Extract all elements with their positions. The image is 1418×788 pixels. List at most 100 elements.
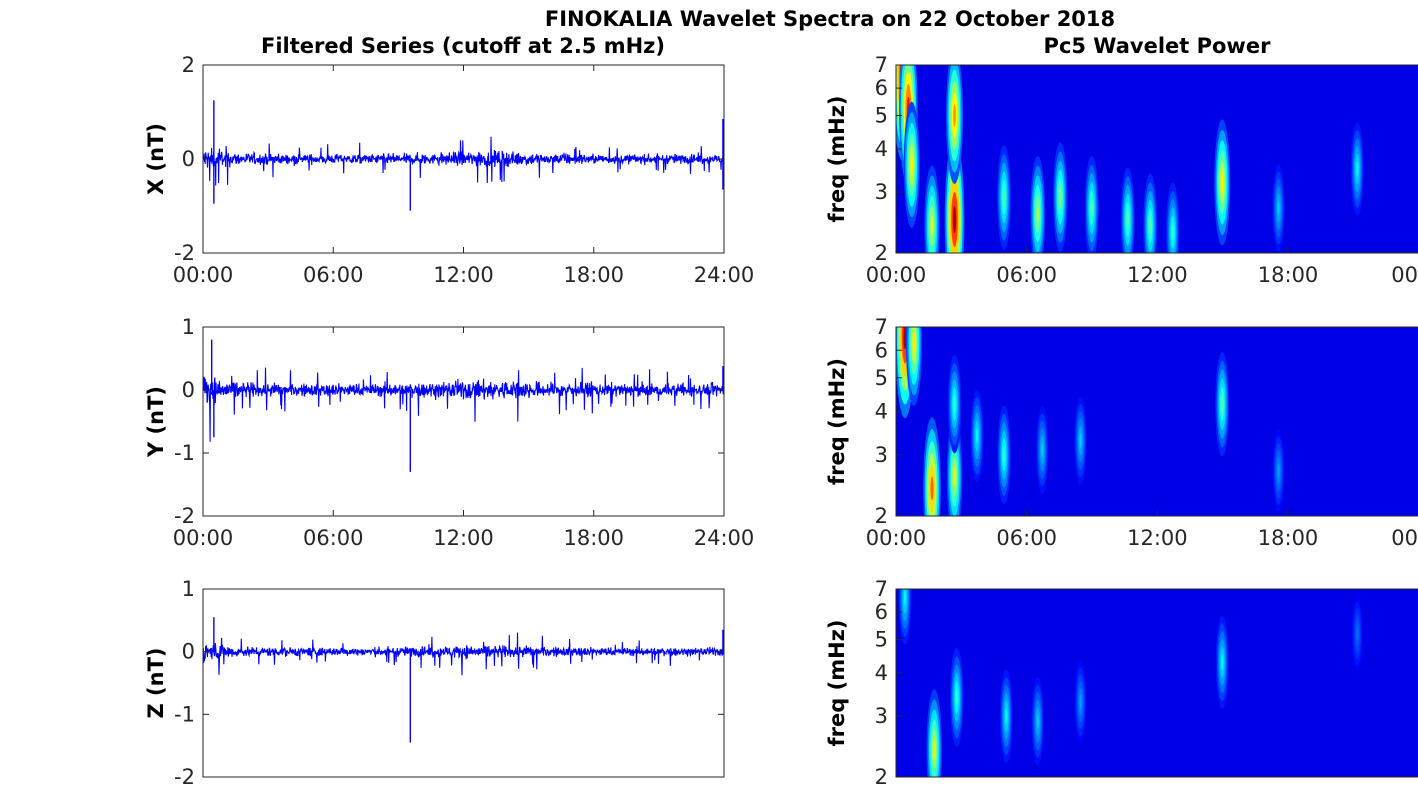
power-burst: [1035, 406, 1049, 494]
power-contour: [1002, 446, 1006, 464]
plot-area: [203, 327, 724, 516]
power-contour: [1002, 188, 1006, 206]
power-contour: [903, 327, 907, 350]
x-tick-label: 24:00: [694, 526, 755, 550]
y-tick-label: 0: [182, 640, 195, 664]
power-burst: [949, 648, 964, 747]
power-burst: [1272, 164, 1285, 252]
x-tick-label: 00: [1391, 526, 1418, 550]
power-burst: [970, 389, 984, 483]
power-burst: [1052, 142, 1068, 253]
power-contour: [1171, 223, 1174, 241]
y-axis-label: freq (mHz): [825, 96, 849, 223]
x-tick-label: 24:00: [694, 263, 755, 287]
power-contour: [953, 104, 956, 127]
x-tick-label: 00:00: [173, 263, 234, 287]
x-tick-label: 12:00: [433, 526, 494, 550]
power-burst: [906, 327, 922, 406]
power-contour: [955, 689, 958, 706]
y-axis-label: Z (nT): [144, 647, 168, 718]
x-tick-label: 18:00: [563, 526, 624, 550]
signal-series-line: [202, 632, 725, 676]
x-tick-label: 18:00: [563, 263, 624, 287]
power-contour: [1149, 216, 1152, 235]
y-tick-label: 2: [875, 504, 888, 528]
power-contour: [1079, 433, 1082, 448]
power-contour: [1277, 200, 1280, 216]
y-tick-label: -2: [174, 504, 195, 528]
x-tick-label: 00:00: [866, 526, 927, 550]
x-tick-label: 12:00: [1127, 526, 1188, 550]
axes-box: [202, 588, 725, 778]
power-burst: [926, 689, 943, 777]
power-contour: [1041, 442, 1044, 458]
power-burst: [1084, 155, 1099, 253]
y-tick-label: 6: [875, 338, 888, 362]
power-burst: [1165, 182, 1180, 253]
heatmap-panel-3: 2 3 4 5 67 freq (mHz): [825, 577, 1418, 788]
power-contour: [953, 466, 956, 487]
power-contour: [1356, 627, 1359, 641]
y-tick-label: 3: [875, 180, 888, 204]
y-axis-label: Y (nT): [144, 386, 168, 458]
power-contour: [1036, 204, 1039, 224]
line-panel-1: -2 0 2 00:00 06:00 12:00 18:00 24:00 X (nT): [144, 53, 754, 287]
y-tick-label: 4: [875, 661, 888, 685]
power-contour: [932, 739, 936, 760]
power-contour: [1126, 210, 1129, 229]
line-panel-2: -2 -1 0 1 00:00 06:00 12:00 18:00 24:00 Y (nT): [144, 315, 754, 550]
y-tick-label: 1: [182, 315, 195, 339]
power-burst: [924, 165, 940, 253]
power-contour: [1356, 161, 1359, 177]
y-tick-label: 5: [875, 366, 888, 390]
signal-series-line: [202, 136, 725, 186]
power-contour: [1277, 463, 1280, 478]
heatmap-panel-1: 2 3 4 5 67 00:00 06:00 12:00 18:00 00 freq (mHz): [825, 53, 1418, 287]
power-contour: [930, 215, 934, 236]
power-burst: [1143, 173, 1158, 253]
power-contour: [1090, 199, 1093, 217]
signal-series-line: [202, 367, 725, 442]
y-tick-label: 6: [875, 76, 888, 100]
power-contour: [903, 590, 907, 606]
power-burst: [1215, 352, 1230, 457]
y-tick-label: 0: [182, 378, 195, 402]
y-tick-label: 6: [875, 600, 888, 624]
power-contour: [1059, 188, 1062, 207]
power-contour: [910, 154, 914, 176]
y-tick-label: 7: [875, 315, 888, 339]
x-tick-label: 06:00: [303, 263, 364, 287]
power-burst: [1215, 615, 1229, 709]
x-tick-label: 18:00: [1258, 526, 1319, 550]
power-burst: [1031, 677, 1045, 766]
power-burst: [1074, 660, 1087, 743]
power-contour: [912, 332, 916, 354]
x-tick-label: 00:00: [173, 526, 234, 550]
power-contour: [1036, 713, 1039, 729]
y-tick-label: 4: [875, 399, 888, 423]
power-burst: [1214, 119, 1231, 246]
power-contour: [1221, 395, 1224, 413]
heatmap-panel-2: 2 3 4 5 67 00:00 06:00 12:00 18:00 00 freq (mHz): [825, 315, 1418, 550]
axes-box: [895, 588, 1418, 778]
power-contour: [1221, 654, 1224, 670]
left-column-title: Filtered Series (cutoff at 2.5 mHz): [261, 34, 665, 58]
x-tick-label: 12:00: [1127, 263, 1188, 287]
y-tick-label: -1: [174, 702, 195, 726]
y-tick-label: 2: [875, 765, 888, 788]
y-tick-label: 1: [182, 577, 195, 601]
power-burst: [1350, 122, 1364, 216]
power-burst: [997, 405, 1011, 505]
power-burst: [1074, 396, 1087, 485]
y-tick-label: 5: [875, 103, 888, 127]
power-burst: [898, 589, 912, 645]
power-burst: [1030, 156, 1046, 253]
power-burst: [947, 354, 962, 454]
power-burst: [1351, 595, 1364, 672]
y-tick-label: 7: [875, 53, 888, 77]
power-contour: [952, 205, 957, 234]
heatmap-body: [896, 589, 1418, 777]
y-tick-label: 4: [875, 137, 888, 161]
